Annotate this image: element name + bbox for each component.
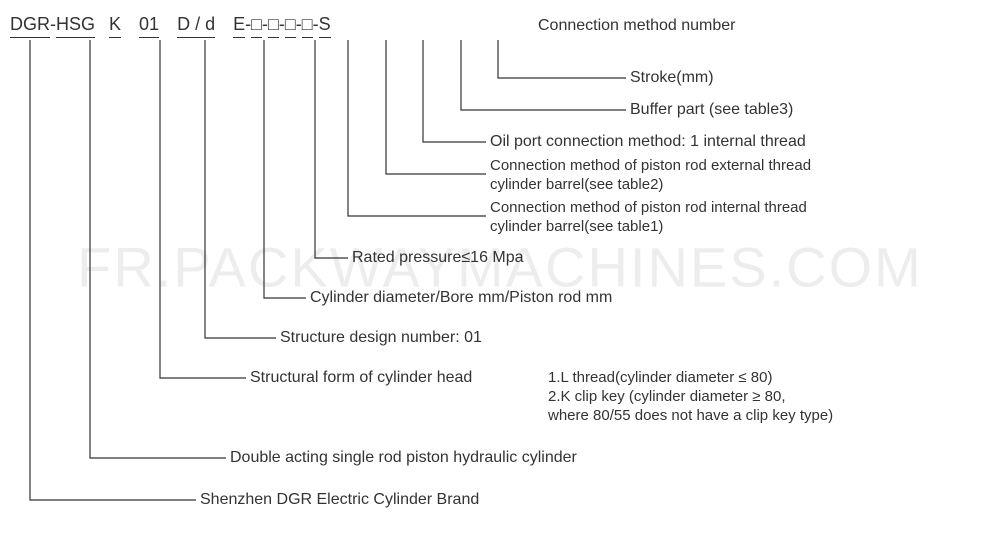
code-segment: □ (302, 14, 313, 38)
label-bore: Cylinder diameter/Bore mm/Piston rod mm (310, 288, 612, 308)
code-segment: □ (268, 14, 279, 38)
code-segment: □ (251, 14, 262, 38)
label-rated-pressure: Rated pressure≤16 Mpa (352, 248, 524, 268)
label-oil-port: Oil port connection method: 1 internal t… (490, 132, 806, 152)
code-row: DGR-HSGK01D / dE-□-□-□-□-S (10, 14, 331, 38)
code-segment: DGR (10, 14, 50, 38)
code-segment: 01 (139, 14, 159, 38)
label-structural-form: Structural form of cylinder head (250, 368, 472, 388)
code-segment: □ (285, 14, 296, 38)
label-piston-internal: Connection method of piston rod internal… (490, 198, 807, 236)
label-structure-number: Structure design number: 01 (280, 328, 482, 348)
label-structural-form-notes: 1.L thread(cylinder diameter ≤ 80) 2.K c… (548, 368, 833, 425)
code-segment: E (233, 14, 245, 38)
label-brand: Shenzhen DGR Electric Cylinder Brand (200, 490, 479, 510)
code-segment: K (109, 14, 121, 38)
label-buffer: Buffer part (see table3) (630, 100, 793, 120)
label-piston-external: Connection method of piston rod external… (490, 156, 811, 194)
label-stroke: Stroke(mm) (630, 68, 714, 88)
label-double-acting: Double acting single rod piston hydrauli… (230, 448, 577, 468)
label-connection-method-number: Connection method number (538, 16, 735, 36)
code-segment: S (319, 14, 331, 38)
code-segment: D / d (177, 14, 215, 38)
code-segment: HSG (56, 14, 95, 38)
